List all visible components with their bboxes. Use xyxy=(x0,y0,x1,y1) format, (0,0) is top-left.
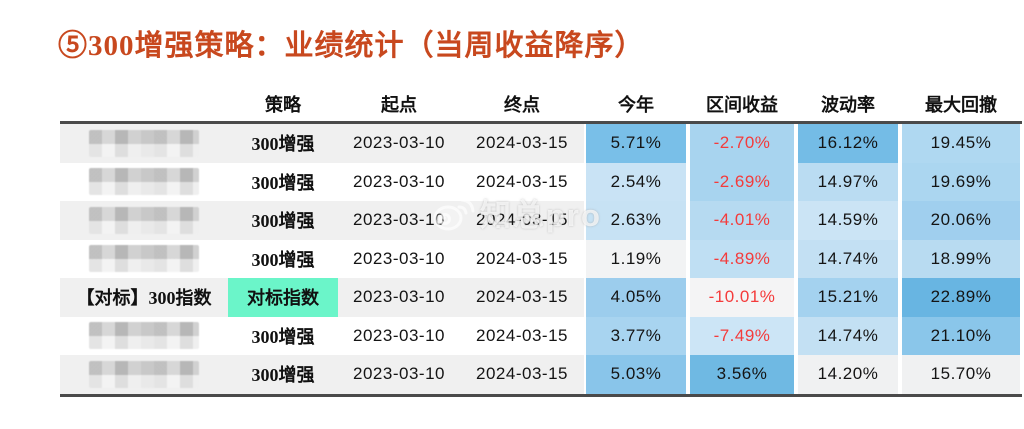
performance-table: 策略 起点 终点 今年 区间收益 波动率 最大回撤 300增强 2023-03-1… xyxy=(60,86,1022,397)
table-row: 【对标】300指数 对标指数 2023-03-10 2024-03-15 4.05% -1… xyxy=(60,278,1022,317)
start-date-cell: 2023-03-10 xyxy=(353,325,445,345)
start-date-cell: 2023-03-10 xyxy=(338,124,460,163)
header-name xyxy=(60,86,228,121)
ytd-cell: 2.54% xyxy=(584,162,688,201)
fund-name-cell xyxy=(60,240,228,279)
max-drawdown-cell: 19.69% xyxy=(900,162,1022,201)
ytd-cell: 5.71% xyxy=(584,124,688,163)
masked-name xyxy=(89,168,199,196)
interval-return-cell: -4.01% xyxy=(688,201,796,240)
end-date-cell: 2024-03-15 xyxy=(460,355,584,394)
header-strategy: 策略 xyxy=(265,94,301,115)
masked-name xyxy=(89,245,199,273)
start-date-cell: 2023-03-10 xyxy=(338,201,460,240)
interval-return-cell: -4.89% xyxy=(688,239,796,278)
interval-return-cell: -2.70% xyxy=(688,124,796,163)
table-row: 300增强 2023-03-10 2024-03-15 5.03% 3.56% 14.20… xyxy=(60,355,1022,394)
masked-name xyxy=(89,360,199,388)
table-row: 300增强 2023-03-10 2024-03-15 5.71% -2.70% 16.1… xyxy=(60,124,1022,163)
fund-name-cell xyxy=(60,163,228,202)
end-date-cell: 2024-03-15 xyxy=(476,248,568,268)
end-date-cell: 2024-03-15 xyxy=(476,171,568,191)
end-date-cell: 2024-03-15 xyxy=(476,325,568,345)
interval-return-cell: 3.56% xyxy=(688,355,796,394)
max-drawdown-cell: 22.89% xyxy=(900,278,1022,317)
strategy-cell: 300增强 xyxy=(251,326,315,347)
max-drawdown-cell: 15.70% xyxy=(900,355,1022,394)
fund-name-cell xyxy=(60,201,228,240)
table-row: 300增强 2023-03-10 2024-03-15 2.54% -2.69% 14.9… xyxy=(60,162,1022,202)
strategy-cell: 300增强 xyxy=(228,124,338,163)
masked-name xyxy=(89,206,199,234)
volatility-cell: 14.74% xyxy=(796,316,900,355)
ytd-cell: 3.77% xyxy=(584,316,688,355)
volatility-cell: 14.20% xyxy=(796,355,900,394)
interval-return-cell: -2.69% xyxy=(688,162,796,201)
header-volatility: 波动率 xyxy=(821,94,875,115)
masked-name xyxy=(89,322,199,350)
table-header-row: 策略 起点 终点 今年 区间收益 波动率 最大回撤 xyxy=(60,86,1022,124)
interval-return-cell: -7.49% xyxy=(688,316,796,355)
strategy-cell: 300增强 xyxy=(228,201,338,240)
table-row: 300增强 2023-03-10 2024-03-15 2.63% -4.01% 14.5… xyxy=(60,201,1022,240)
table-row: 300增强 2023-03-10 2024-03-15 1.19% -4.89% 14.7… xyxy=(60,239,1022,279)
header-ytd: 今年 xyxy=(618,94,654,115)
strategy-cell: 300增强 xyxy=(228,355,338,394)
table-row: 300增强 2023-03-10 2024-03-15 3.77% -7.49% 14.7… xyxy=(60,316,1022,356)
strategy-cell: 300增强 xyxy=(251,249,315,270)
max-drawdown-cell: 19.45% xyxy=(900,124,1022,163)
fund-name-cell: 【对标】300指数 xyxy=(60,278,228,317)
strategy-cell: 对标指数 xyxy=(228,278,338,317)
max-drawdown-cell: 21.10% xyxy=(900,316,1022,355)
header-max-drawdown: 最大回撤 xyxy=(925,94,997,115)
ytd-cell: 5.03% xyxy=(584,355,688,394)
max-drawdown-cell: 20.06% xyxy=(900,201,1022,240)
ytd-cell: 4.05% xyxy=(584,278,688,317)
volatility-cell: 16.12% xyxy=(796,124,900,163)
table-body: 300增强 2023-03-10 2024-03-15 5.71% -2.70% 16.1… xyxy=(60,124,1022,397)
start-date-cell: 2023-03-10 xyxy=(353,171,445,191)
volatility-cell: 14.97% xyxy=(796,162,900,201)
volatility-cell: 14.74% xyxy=(796,239,900,278)
fund-name-cell xyxy=(60,124,228,163)
page-title: ⑤300增强策略：业绩统计（当周收益降序） xyxy=(58,30,645,62)
max-drawdown-cell: 18.99% xyxy=(900,239,1022,278)
fund-name-cell xyxy=(60,355,228,394)
volatility-cell: 15.21% xyxy=(796,278,900,317)
start-date-cell: 2023-03-10 xyxy=(353,248,445,268)
ytd-cell: 1.19% xyxy=(584,239,688,278)
header-start-date: 起点 xyxy=(381,94,417,115)
ytd-cell: 2.63% xyxy=(584,201,688,240)
header-interval-return: 区间收益 xyxy=(706,94,778,115)
header-end-date: 终点 xyxy=(504,94,540,115)
end-date-cell: 2024-03-15 xyxy=(460,124,584,163)
fund-name-cell xyxy=(60,317,228,356)
interval-return-cell: -10.01% xyxy=(688,278,796,317)
end-date-cell: 2024-03-15 xyxy=(460,201,584,240)
strategy-cell: 300增强 xyxy=(251,172,315,193)
start-date-cell: 2023-03-10 xyxy=(338,278,460,317)
start-date-cell: 2023-03-10 xyxy=(338,355,460,394)
masked-name xyxy=(89,129,199,157)
volatility-cell: 14.59% xyxy=(796,201,900,240)
end-date-cell: 2024-03-15 xyxy=(460,278,584,317)
